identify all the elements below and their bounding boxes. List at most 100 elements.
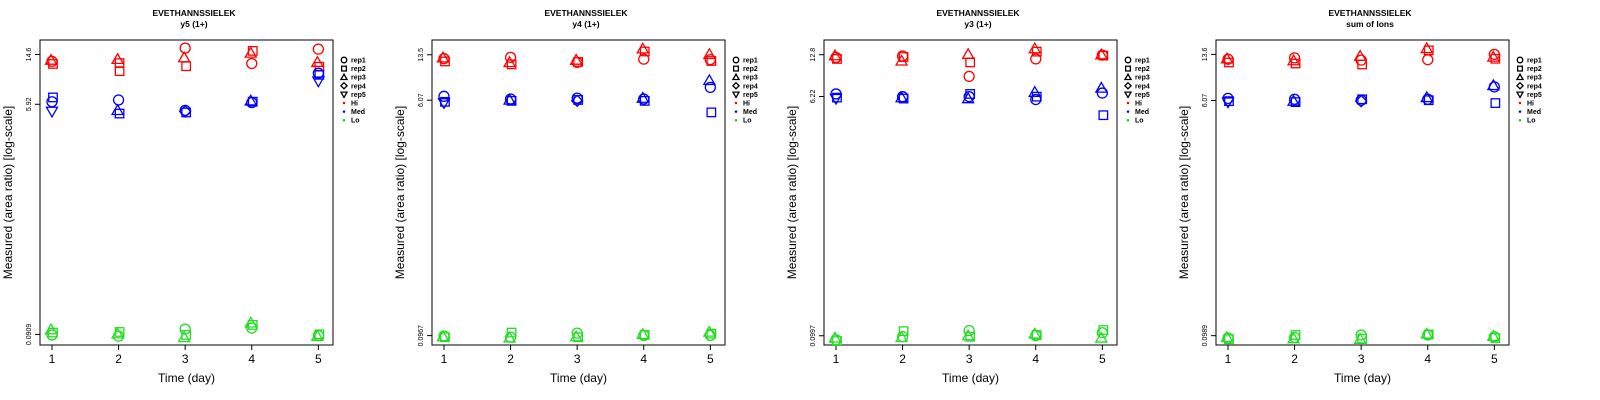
y-axis-label: Measured (area ratio) [log-scale] xyxy=(1177,106,1191,279)
legend-symbol-lo xyxy=(1126,118,1130,122)
legend-symbol-rep3 xyxy=(731,72,741,81)
legend-item-rep4: rep4 xyxy=(1135,83,1150,90)
data-point-lo xyxy=(894,330,909,343)
legend-symbol-rep4 xyxy=(340,81,348,90)
legend-item-hi: Hi xyxy=(1135,101,1142,108)
data-point-lo xyxy=(502,331,517,343)
y-axis-label: Measured (area ratio) [log-scale] xyxy=(1,106,15,279)
data-point-hi xyxy=(114,66,125,77)
plot-frame xyxy=(39,39,334,346)
data-point-hi xyxy=(963,70,975,83)
data-point-lo xyxy=(110,326,125,339)
data-point-lo xyxy=(1028,327,1042,339)
legend-symbol-rep2 xyxy=(340,65,348,72)
data-point-med xyxy=(314,69,325,80)
legend-symbol-med xyxy=(1126,110,1130,113)
data-point-lo xyxy=(1098,325,1109,335)
legend-symbol-lo xyxy=(342,118,346,122)
data-point-hi xyxy=(1286,53,1301,66)
data-point-med xyxy=(1028,85,1042,97)
legend-symbol-rep3 xyxy=(339,72,349,81)
data-point-lo xyxy=(963,324,975,337)
data-point-hi xyxy=(1098,50,1109,61)
y-tick-label: 13.6 xyxy=(1202,47,1209,61)
data-point-hi xyxy=(1420,41,1434,54)
data-point-med xyxy=(704,81,716,94)
data-point-hi xyxy=(246,57,258,70)
legend-item-rep2: rep2 xyxy=(1527,66,1542,73)
data-point-hi xyxy=(1028,41,1042,54)
plot-frame xyxy=(431,39,726,346)
data-point-med xyxy=(706,107,717,118)
x-axis-label: Time (day) xyxy=(942,371,999,385)
x-tick-label: 2 xyxy=(1291,352,1298,366)
legend-item-rep2: rep2 xyxy=(1135,66,1150,73)
data-point-med xyxy=(636,91,650,103)
data-point-lo xyxy=(702,325,716,337)
data-point-lo xyxy=(440,332,450,343)
data-point-lo xyxy=(1423,329,1434,340)
x-axis-label: Time (day) xyxy=(1334,371,1391,385)
legend-symbol-med xyxy=(342,110,346,113)
data-point-hi xyxy=(1353,49,1367,61)
legend-symbol-rep1 xyxy=(1124,56,1132,64)
y-tick-label: 13.5 xyxy=(418,48,425,62)
data-point-med xyxy=(1490,98,1501,108)
data-point-lo xyxy=(961,328,975,341)
y-tick-label: 0.0989 xyxy=(1202,325,1209,347)
data-point-med xyxy=(1094,81,1108,93)
chart-title: EVETHANNSSIELEK xyxy=(936,8,1020,18)
x-tick-label: 3 xyxy=(182,352,189,366)
data-point-hi xyxy=(965,57,976,68)
legend-item-rep5: rep5 xyxy=(351,92,366,99)
legend-symbol-rep2 xyxy=(1124,65,1132,72)
data-point-lo xyxy=(1286,331,1301,344)
legend-item-med: Med xyxy=(1135,109,1149,116)
legend-symbol-rep1 xyxy=(340,56,348,64)
x-tick-label: 5 xyxy=(315,352,322,366)
plot-frame xyxy=(823,39,1118,346)
data-point-med xyxy=(244,94,258,106)
data-point-med xyxy=(965,89,976,99)
legend-item-rep1: rep1 xyxy=(743,58,758,65)
data-point-hi xyxy=(504,51,517,63)
legend-symbol-lo xyxy=(734,118,738,122)
legend-item-rep1: rep1 xyxy=(1135,58,1150,65)
data-point-med xyxy=(1420,90,1434,103)
data-point-lo xyxy=(1094,331,1108,343)
data-point-lo xyxy=(244,316,258,328)
legend-item-hi: Hi xyxy=(1527,101,1534,108)
chart-title: EVETHANNSSIELEK xyxy=(544,8,628,18)
data-point-med xyxy=(1354,94,1368,108)
chart-title: EVETHANNSSIELEK xyxy=(1328,8,1412,18)
data-point-hi xyxy=(1220,51,1234,64)
legend-item-lo: Lo xyxy=(1527,118,1536,125)
legend-item-rep4: rep4 xyxy=(1527,83,1542,90)
y-tick-label: 0.0909 xyxy=(26,324,33,346)
data-point-hi xyxy=(44,53,58,65)
data-point-med xyxy=(45,106,59,119)
legend-symbol-hi xyxy=(734,101,738,105)
data-point-hi xyxy=(181,61,192,72)
x-tick-label: 5 xyxy=(707,352,714,366)
data-point-hi xyxy=(1422,54,1434,66)
x-tick-label: 4 xyxy=(1032,352,1039,366)
data-point-med xyxy=(702,73,716,86)
legend-symbol-rep1 xyxy=(1516,56,1524,64)
data-point-lo xyxy=(1486,329,1500,341)
x-tick-label: 3 xyxy=(574,352,581,366)
legend-symbol-lo xyxy=(1518,118,1522,122)
data-point-med xyxy=(1486,78,1500,91)
data-point-hi xyxy=(702,47,716,60)
x-tick-label: 3 xyxy=(1358,352,1365,366)
data-point-lo xyxy=(1420,327,1434,339)
data-point-hi xyxy=(706,56,717,66)
data-point-hi xyxy=(110,52,125,65)
